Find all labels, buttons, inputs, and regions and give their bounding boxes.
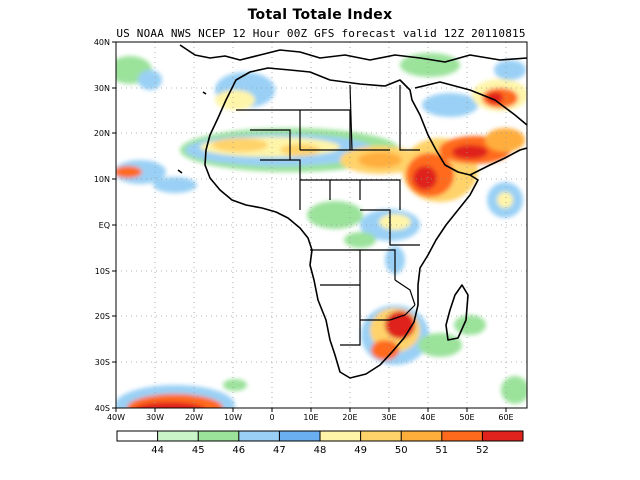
colorbar-swatch: [360, 431, 402, 441]
lon-label: 30E: [381, 413, 396, 422]
lon-label: 50E: [459, 413, 474, 422]
lat-label: 40N: [94, 38, 110, 47]
colorbar-label: 46: [232, 445, 245, 456]
coastlines: [177, 44, 527, 379]
colorbar-label: 48: [314, 445, 327, 456]
colorbar-swatch: [238, 431, 280, 441]
lon-label: 40E: [420, 413, 435, 422]
colorbar-label: 50: [395, 445, 408, 456]
lat-label: 20S: [95, 312, 110, 321]
lon-label: 20W: [185, 413, 203, 422]
colorbar-label: 45: [192, 445, 205, 456]
axis-ticks: [112, 41, 507, 412]
colorbar-swatch: [482, 431, 523, 441]
lat-label: 10N: [94, 175, 110, 184]
lat-label: 10S: [95, 267, 110, 276]
colorbar-swatch: [279, 431, 320, 441]
lat-label: 30S: [95, 358, 110, 367]
colorbar-label: 49: [354, 445, 367, 456]
colorbar-label: 52: [476, 445, 489, 456]
lon-label: 60E: [498, 413, 513, 422]
colorbar-label: 51: [435, 445, 448, 456]
lat-label: 20N: [94, 129, 110, 138]
map-subtitle: US NOAA NWS NCEP 12 Hour 00Z GFS forecas…: [116, 27, 526, 40]
colorbar-swatch: [117, 431, 158, 441]
lon-label: 30W: [146, 413, 164, 422]
lat-label: EQ: [99, 221, 110, 230]
map-title: Total Totale Index: [247, 7, 393, 23]
lat-label: 30N: [94, 84, 110, 93]
lon-label: 20E: [342, 413, 357, 422]
colorbar-label: 47: [273, 445, 286, 456]
colorbar-swatch: [320, 431, 361, 441]
colorbar-swatch: [401, 431, 442, 441]
lat-label: 40S: [95, 404, 110, 413]
lon-labels: 40W 30W 20W 10W 0 10E 20E 30E 40E 50E 60…: [107, 413, 514, 422]
country-borders: [236, 84, 420, 346]
colorbar-swatch: [157, 431, 199, 441]
lon-label: 0: [269, 413, 274, 422]
lon-label: 10W: [224, 413, 242, 422]
lon-label: 40W: [107, 413, 125, 422]
index-field: [116, 53, 527, 408]
colorbar-swatch: [198, 431, 239, 441]
colorbar-label: 44: [151, 445, 164, 456]
colorbar: 44 45 46 47 48 49 50 51 52: [116, 430, 524, 456]
colorbar-swatch: [441, 431, 483, 441]
lat-labels: 40N 30N 20N 10N EQ 10S 20S 30S 40S: [94, 38, 110, 413]
lon-label: 10E: [303, 413, 318, 422]
